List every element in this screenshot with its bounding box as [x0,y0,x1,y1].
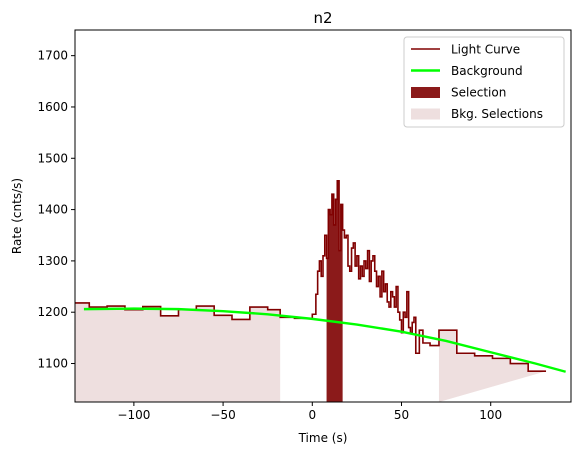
y-tick-label: 1500 [37,151,68,165]
x-tick-label: 100 [479,408,502,422]
chart-title: n2 [313,9,332,27]
y-axis-label: Rate (cnts/s) [10,178,24,254]
bkg-selection-region [438,330,547,402]
x-tick-label: 50 [394,408,409,422]
legend-label: Background [451,64,523,78]
legend-label: Selection [451,86,506,100]
legend-box [403,36,565,128]
legend: Light Curve Background Selection Bkg. Selec… [403,36,565,128]
plot-frame [74,29,572,403]
legend-swatch [411,108,440,120]
legend-label: Light Curve [451,43,520,57]
background-fit-line [83,307,566,373]
y-tick-label: 1100 [37,357,68,371]
x-tick-label: 0 [308,408,316,422]
legend-swatch [411,87,440,98]
legend-label: Bkg. Selections [451,107,543,121]
y-tick-label: 1600 [37,100,68,114]
x-axis-label: Time (s) [298,431,348,445]
y-tick-label: 1300 [37,254,68,268]
y-tick-label: 1400 [37,203,68,217]
x-tick-label: −50 [210,408,235,422]
bkg-selection-region [75,302,281,402]
x-tick-label: −100 [117,408,150,422]
y-tick-label: 1200 [37,305,68,319]
y-tick-label: 1700 [37,49,68,63]
